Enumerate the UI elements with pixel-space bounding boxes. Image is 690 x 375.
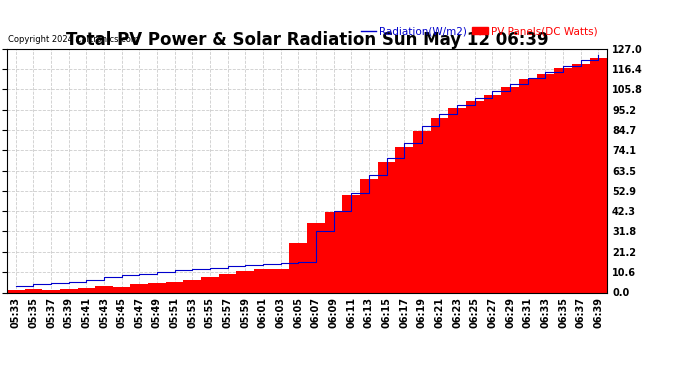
Bar: [431, 118, 448, 292]
Bar: [360, 179, 377, 292]
Bar: [307, 224, 325, 292]
Bar: [554, 68, 572, 292]
Title: Total PV Power & Solar Radiation Sun May 12 06:39: Total PV Power & Solar Radiation Sun May…: [66, 31, 549, 49]
Bar: [42, 290, 60, 292]
Bar: [201, 277, 219, 292]
Bar: [219, 274, 237, 292]
Bar: [395, 147, 413, 292]
Bar: [237, 272, 254, 292]
Bar: [413, 131, 431, 292]
Text: Copyright 2024 Cartronics.com: Copyright 2024 Cartronics.com: [8, 35, 139, 44]
Bar: [484, 95, 501, 292]
Bar: [501, 87, 519, 292]
Bar: [254, 270, 272, 292]
Bar: [537, 74, 554, 292]
Legend: Radiation(W/m2), PV Panels(DC Watts): Radiation(W/m2), PV Panels(DC Watts): [357, 22, 602, 40]
Bar: [377, 162, 395, 292]
Bar: [519, 80, 537, 292]
Bar: [166, 282, 184, 292]
Bar: [60, 289, 77, 292]
Bar: [448, 108, 466, 292]
Bar: [289, 243, 307, 292]
Bar: [113, 287, 130, 292]
Bar: [95, 286, 113, 292]
Bar: [572, 64, 589, 292]
Bar: [272, 268, 289, 292]
Bar: [148, 283, 166, 292]
Bar: [130, 285, 148, 292]
Bar: [7, 290, 25, 292]
Bar: [325, 212, 342, 292]
Bar: [184, 280, 201, 292]
Bar: [77, 288, 95, 292]
Bar: [25, 289, 42, 292]
Bar: [466, 100, 484, 292]
Bar: [589, 58, 607, 292]
Bar: [342, 195, 360, 292]
